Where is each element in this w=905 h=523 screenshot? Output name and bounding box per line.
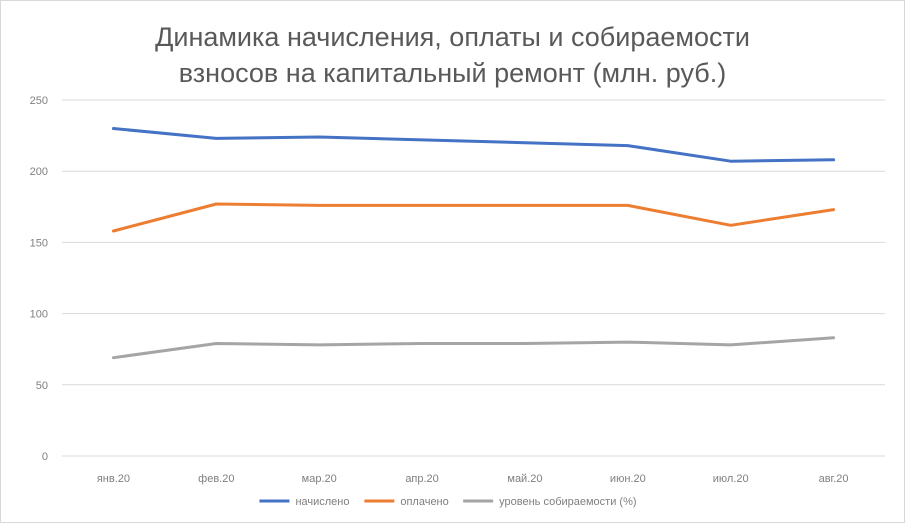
- x-tick-label-3: апр.20: [405, 473, 438, 485]
- data-point-s0-2: [318, 136, 321, 139]
- data-point-s1-7: [832, 208, 835, 211]
- y-tick-label-250: 250: [30, 95, 48, 107]
- series-line-1: [111, 202, 836, 233]
- data-point-s0-6: [729, 160, 732, 163]
- y-tick-label-200: 200: [30, 166, 48, 178]
- data-point-s2-4: [523, 342, 526, 345]
- y-tick-label-50: 50: [36, 380, 48, 392]
- legend-label-1: оплачено: [400, 496, 448, 508]
- y-tick-label-150: 150: [30, 237, 48, 249]
- x-tick-label-2: мар.20: [302, 473, 337, 485]
- data-point-s1-3: [421, 204, 424, 207]
- y-tick-label-100: 100: [30, 309, 48, 321]
- data-point-s2-1: [215, 342, 218, 345]
- y-tick-label-0: 0: [42, 451, 48, 463]
- x-tick-label-1: фев.20: [198, 473, 234, 485]
- x-tick-label-0: янв.20: [97, 473, 130, 485]
- data-point-s1-0: [112, 230, 115, 233]
- data-point-s0-1: [215, 137, 218, 140]
- data-point-s2-6: [729, 343, 732, 346]
- x-tick-label-5: июн.20: [610, 473, 646, 485]
- data-point-s2-2: [318, 343, 321, 346]
- data-point-s2-5: [626, 341, 629, 344]
- legend-label-2: уровень собираемости (%): [499, 496, 636, 508]
- data-point-s1-1: [215, 202, 218, 205]
- x-tick-label-7: авг.20: [819, 473, 849, 485]
- x-tick-label-6: июл.20: [713, 473, 749, 485]
- chart-title-line1: Динамика начисления, оплаты и собираемос…: [155, 22, 750, 52]
- data-point-s0-3: [421, 138, 424, 141]
- data-point-s0-7: [832, 158, 835, 161]
- data-point-s1-2: [318, 204, 321, 207]
- data-point-s1-4: [523, 204, 526, 207]
- data-point-s0-0: [112, 127, 115, 130]
- data-point-s0-5: [626, 144, 629, 147]
- chart-title-line2: взносов на капитальный ремонт (млн. руб.…: [178, 58, 727, 88]
- series-line-2: [111, 336, 836, 360]
- data-point-s2-3: [421, 342, 424, 345]
- data-point-s1-6: [729, 224, 732, 227]
- series-line-0: [111, 127, 836, 163]
- data-point-s2-0: [112, 356, 115, 359]
- data-point-s0-4: [523, 141, 526, 144]
- x-tick-label-4: май.20: [507, 473, 542, 485]
- legend-label-0: начислено: [295, 496, 349, 508]
- data-point-s2-7: [832, 336, 835, 339]
- data-point-s1-5: [626, 204, 629, 207]
